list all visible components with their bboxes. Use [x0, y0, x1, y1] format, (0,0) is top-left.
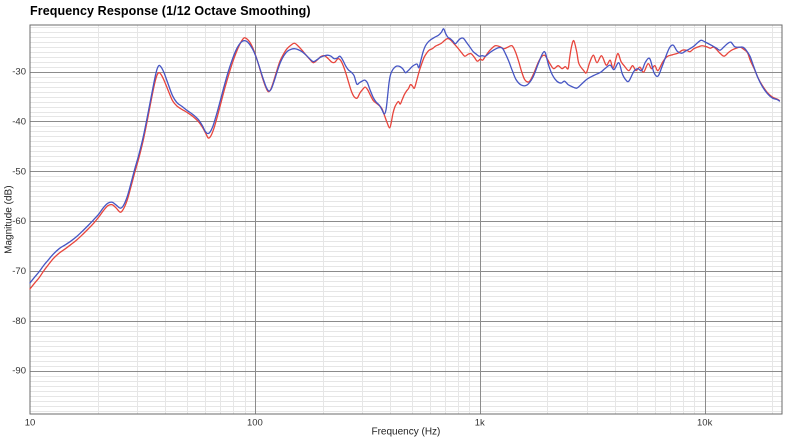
x-axis-title: Frequency (Hz)	[371, 427, 440, 438]
y-axis-title: Magnitude (dB)	[4, 185, 15, 253]
plot-border	[29, 24, 783, 415]
y-axis-tick-label: -40	[12, 116, 26, 127]
x-axis-tick-label: 10	[25, 418, 36, 429]
y-axis-tick-label: -50	[12, 166, 26, 177]
x-axis-tick-label: 10k	[697, 418, 713, 429]
y-axis-tick-label: -60	[12, 216, 26, 227]
x-axis-tick-label: 1k	[475, 418, 485, 429]
y-axis-tick-label: -80	[12, 316, 26, 327]
chart-title: Frequency Response (1/12 Octave Smoothin…	[30, 4, 311, 18]
grid-major-lines	[30, 25, 782, 414]
y-axis-tick-label: -30	[12, 67, 26, 78]
y-axis-tick-label: -90	[12, 366, 26, 377]
y-axis-tick-label: -70	[12, 266, 26, 277]
x-axis-tick-label: 100	[247, 418, 263, 429]
series-blue-trace	[29, 28, 781, 284]
grid-minor-lines	[30, 25, 782, 414]
